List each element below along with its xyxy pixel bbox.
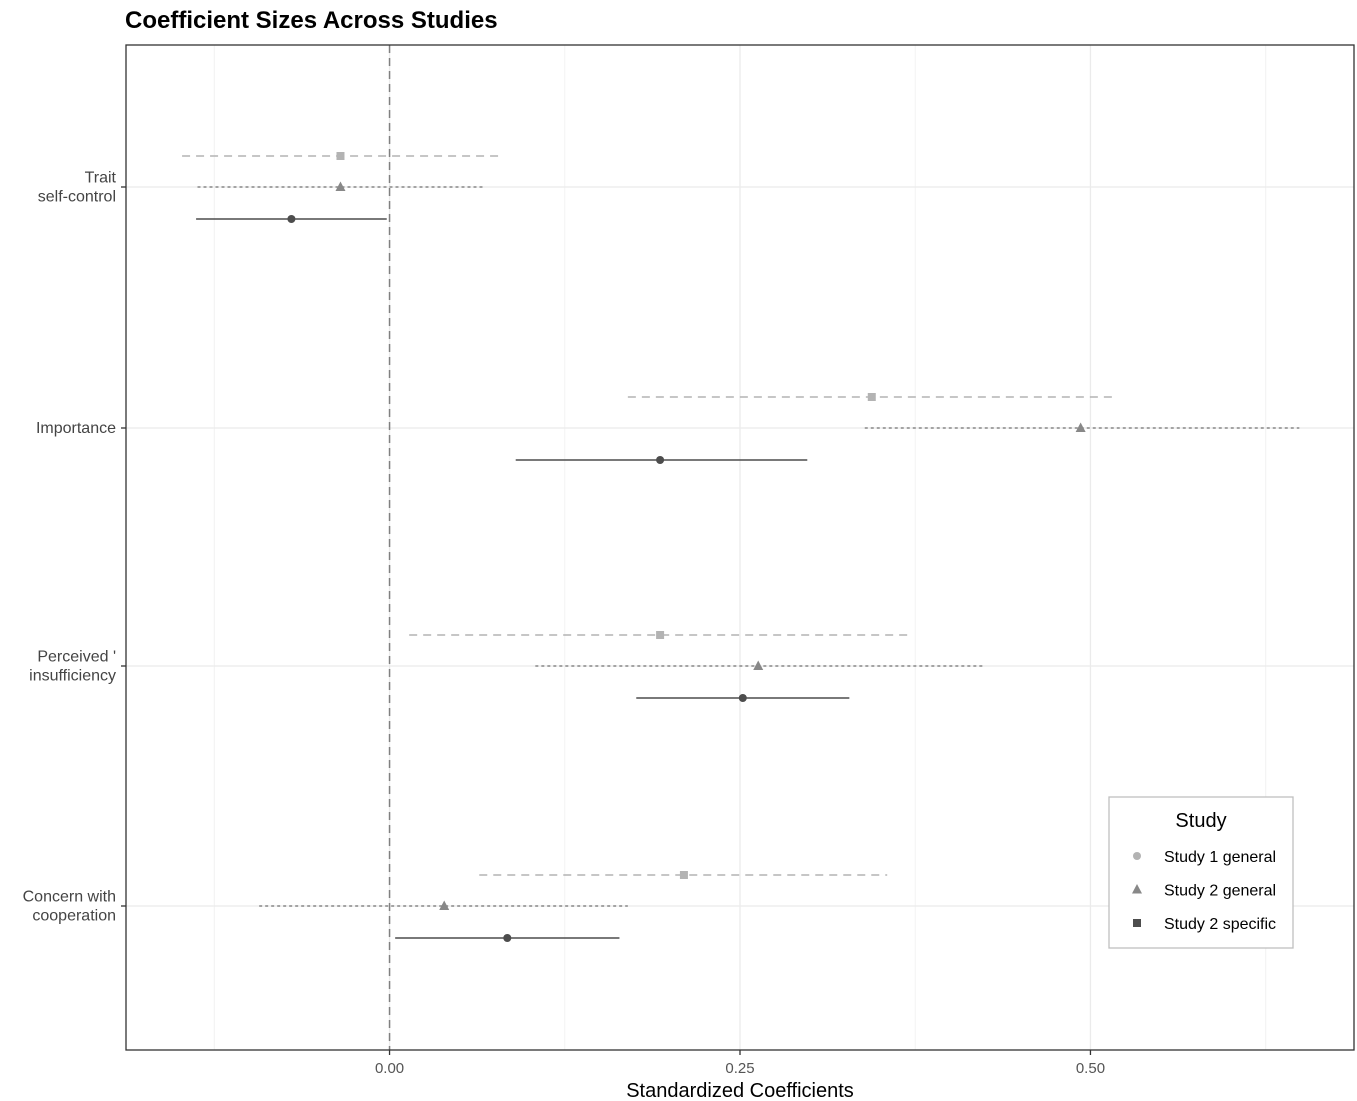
y-tick-label: self-control	[38, 189, 116, 206]
point-estimate	[336, 152, 345, 160]
y-tick-label: cooperation	[32, 908, 116, 925]
y-tick-label: Importance	[36, 420, 116, 437]
x-tick-label: 0.50	[1076, 1060, 1105, 1077]
legend-label: Study 1 general	[1164, 849, 1276, 866]
point-estimate	[753, 660, 764, 670]
legend-item: Study 2 specific	[1133, 916, 1276, 933]
point-estimate	[439, 900, 450, 910]
series-group	[182, 152, 1300, 942]
y-tick-label: insufficiency	[29, 668, 116, 685]
point-estimate	[679, 871, 688, 879]
series-study-2-specific	[182, 152, 1116, 879]
legend: Study Study 1 general Study 2 general Study…	[1108, 796, 1294, 949]
point-estimate	[287, 215, 296, 223]
series-study-1-general	[196, 215, 850, 942]
legend-key-square	[1133, 919, 1141, 927]
y-tick-label: Trait	[85, 170, 117, 187]
legend-title: Study	[1175, 810, 1226, 832]
point-estimate	[738, 694, 747, 702]
chart-title: Coefficient Sizes Across Studies	[125, 7, 498, 34]
x-tick-label: 0.00	[375, 1060, 404, 1077]
legend-key-triangle	[1132, 884, 1142, 894]
x-tick-label: 0.25	[725, 1060, 754, 1077]
point-estimate	[503, 934, 512, 942]
series-study-2-general	[197, 181, 1300, 910]
axes: Trait self-control Importance Perceived ' in…	[23, 170, 1105, 1078]
legend-item: Study 2 general	[1132, 883, 1276, 900]
x-axis-label: Standardized Coefficients	[626, 1080, 854, 1101]
point-estimate	[1075, 422, 1086, 432]
point-estimate	[656, 456, 665, 464]
y-tick-label: Perceived '	[37, 649, 116, 666]
legend-label: Study 2 general	[1164, 883, 1276, 900]
y-tick-label: Concern with	[23, 889, 116, 906]
legend-label: Study 2 specific	[1164, 916, 1276, 933]
legend-key-circle	[1133, 852, 1141, 860]
point-estimate	[867, 393, 876, 401]
legend-item: Study 1 general	[1133, 849, 1276, 866]
point-estimate	[656, 631, 665, 639]
point-estimate	[335, 181, 346, 191]
